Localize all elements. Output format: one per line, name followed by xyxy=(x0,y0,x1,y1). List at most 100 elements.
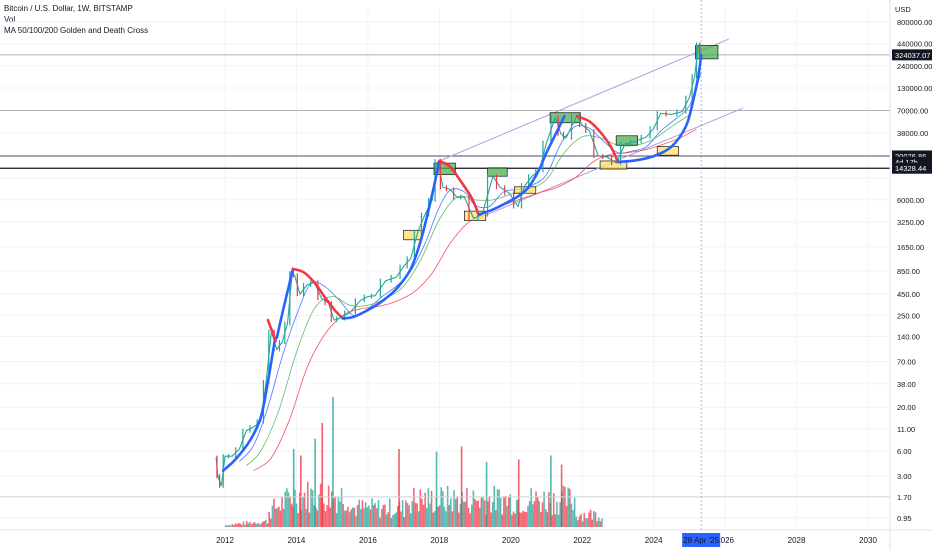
volume-bar xyxy=(520,512,523,527)
volume-bar xyxy=(478,507,481,527)
volume-bar xyxy=(560,464,563,527)
volume-bar xyxy=(470,504,473,527)
volume-bar xyxy=(498,489,500,527)
volume-bar xyxy=(493,485,496,527)
volume-bar xyxy=(374,503,377,527)
volume-bar xyxy=(384,504,386,527)
volume-bar xyxy=(414,502,417,527)
volume-bar xyxy=(593,511,595,527)
volume-bar xyxy=(258,524,261,527)
legend-symbol[interactable]: Bitcoin / U.S. Dollar, 1W, BITSTAMP xyxy=(4,4,133,13)
volume-bar xyxy=(451,511,454,527)
volume-bar xyxy=(266,523,269,527)
volume-bar xyxy=(401,499,404,527)
volume-bar xyxy=(350,509,352,527)
volume-bar xyxy=(564,486,566,527)
volume-bar xyxy=(472,490,475,527)
volume-bar xyxy=(405,500,407,527)
volume-bar xyxy=(515,500,518,527)
volume-bar xyxy=(417,511,420,527)
volume-bar xyxy=(453,490,455,527)
volume-bar xyxy=(445,511,447,527)
cycle-curve xyxy=(575,114,620,164)
volume-bar xyxy=(298,492,301,527)
volume-bar xyxy=(226,525,229,527)
volume-bar xyxy=(305,508,307,527)
volume-bar xyxy=(287,492,290,527)
volume-bar xyxy=(339,501,341,527)
y-tick-label: 11.00 xyxy=(897,425,915,434)
legend-moving-averages[interactable]: MA 50/100/200 Golden and Death Cross xyxy=(4,26,149,35)
volume-bar xyxy=(532,504,534,527)
cycle-curve xyxy=(275,267,295,340)
volume-bar xyxy=(300,455,302,527)
volume-bar xyxy=(278,506,280,527)
volume-bar xyxy=(506,506,508,527)
volume-bar xyxy=(286,488,288,527)
volume-bar xyxy=(454,499,457,527)
volume-bar xyxy=(229,525,232,527)
volume-bar xyxy=(335,513,338,527)
x-tick-label: 2012 xyxy=(216,536,234,545)
volume-bar xyxy=(477,500,479,527)
x-tick-label: 2030 xyxy=(859,536,877,545)
volume-bar xyxy=(255,524,258,527)
volume-bar xyxy=(581,521,584,527)
volume-bar xyxy=(347,506,349,527)
volume-bar xyxy=(422,504,425,527)
time-axis[interactable]: 2012 2014 2016 2018 2020 2022 2024 2026 2028 2030… xyxy=(0,529,932,547)
date-tag xyxy=(682,533,721,547)
volume-bar xyxy=(249,522,251,527)
volume-bar xyxy=(263,520,266,527)
volume-bar xyxy=(512,511,515,527)
volume-bar xyxy=(466,488,468,527)
volume-bar xyxy=(265,519,267,527)
volume-bar xyxy=(225,524,227,527)
volume-bar xyxy=(279,510,282,527)
volume-bar xyxy=(376,508,378,527)
volume-bar xyxy=(295,503,298,527)
horizontal-lines[interactable] xyxy=(0,54,890,498)
volume-bar xyxy=(443,506,446,527)
y-tick-label: 440000.00 xyxy=(897,40,932,49)
volume-bar xyxy=(583,512,586,527)
volume-bar xyxy=(397,506,399,527)
highlight-box xyxy=(656,146,680,156)
volume-bar xyxy=(257,522,259,527)
volume-bar xyxy=(388,498,391,527)
volume-bar xyxy=(244,524,246,527)
volume-bar xyxy=(557,514,560,527)
highlight-boxes[interactable] xyxy=(403,45,719,241)
volume-bar xyxy=(491,502,494,527)
volume-bar xyxy=(552,493,555,527)
hand-drawn-curves[interactable] xyxy=(221,54,703,472)
volume-bar xyxy=(403,517,406,527)
volume-bar xyxy=(411,501,414,527)
y-tick-label: 800000.00 xyxy=(897,18,932,27)
y-tick-label: 450.00 xyxy=(897,290,920,299)
volume-bar xyxy=(413,487,415,527)
x-tick-label: 2018 xyxy=(430,536,448,545)
volume-bar xyxy=(361,500,364,527)
price-tag-label: 324037.07 xyxy=(895,51,930,60)
ma-line xyxy=(239,72,702,462)
volume-bar xyxy=(390,518,393,527)
volume-bar xyxy=(409,513,412,527)
volume-bar xyxy=(562,485,565,527)
volume-bar xyxy=(371,498,373,527)
volume-bar xyxy=(395,512,397,527)
y-tick-label: 130000.00 xyxy=(897,84,932,93)
volume-bar xyxy=(450,498,452,527)
volume-bar xyxy=(585,518,587,527)
price-axis[interactable]: USD 800000.00 440000.00 240000.00 130000.00 7… xyxy=(889,0,932,550)
volume-bar xyxy=(421,498,423,527)
y-tick-label: 3250.00 xyxy=(897,218,924,227)
x-tick-label: 2024 xyxy=(645,536,663,545)
y-tick-label: 70000.00 xyxy=(897,107,928,116)
legend-volume[interactable]: Vol xyxy=(4,15,16,24)
volume-bar xyxy=(487,501,489,527)
volume-bar xyxy=(355,516,357,527)
volume-bar xyxy=(385,514,388,527)
volume-bar xyxy=(327,485,330,527)
